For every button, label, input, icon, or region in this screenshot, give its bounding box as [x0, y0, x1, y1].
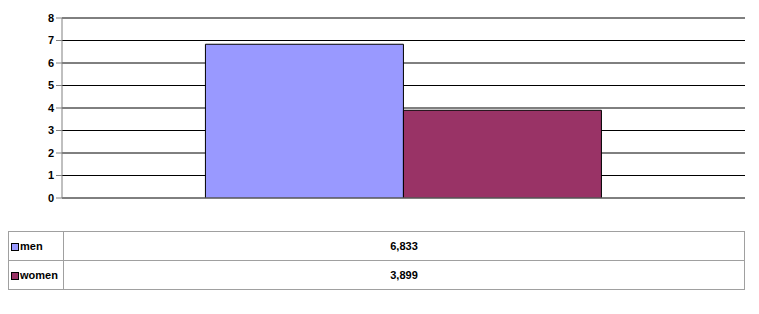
svg-text:2: 2: [48, 147, 54, 159]
svg-text:7: 7: [48, 34, 54, 46]
svg-text:8: 8: [48, 12, 54, 24]
html-text:6,833: 6,833: [390, 240, 418, 252]
html-text:3,899: 3,899: [390, 269, 418, 281]
svg-text:3: 3: [48, 124, 54, 136]
svg-text:4: 4: [48, 102, 55, 114]
svg-text:5: 5: [48, 79, 54, 91]
html-text:men: men: [20, 240, 43, 253]
svg-text:1: 1: [48, 169, 54, 181]
svg-text:0: 0: [48, 192, 54, 204]
svg-text:6: 6: [48, 57, 54, 69]
html-text:women: women: [20, 269, 58, 282]
